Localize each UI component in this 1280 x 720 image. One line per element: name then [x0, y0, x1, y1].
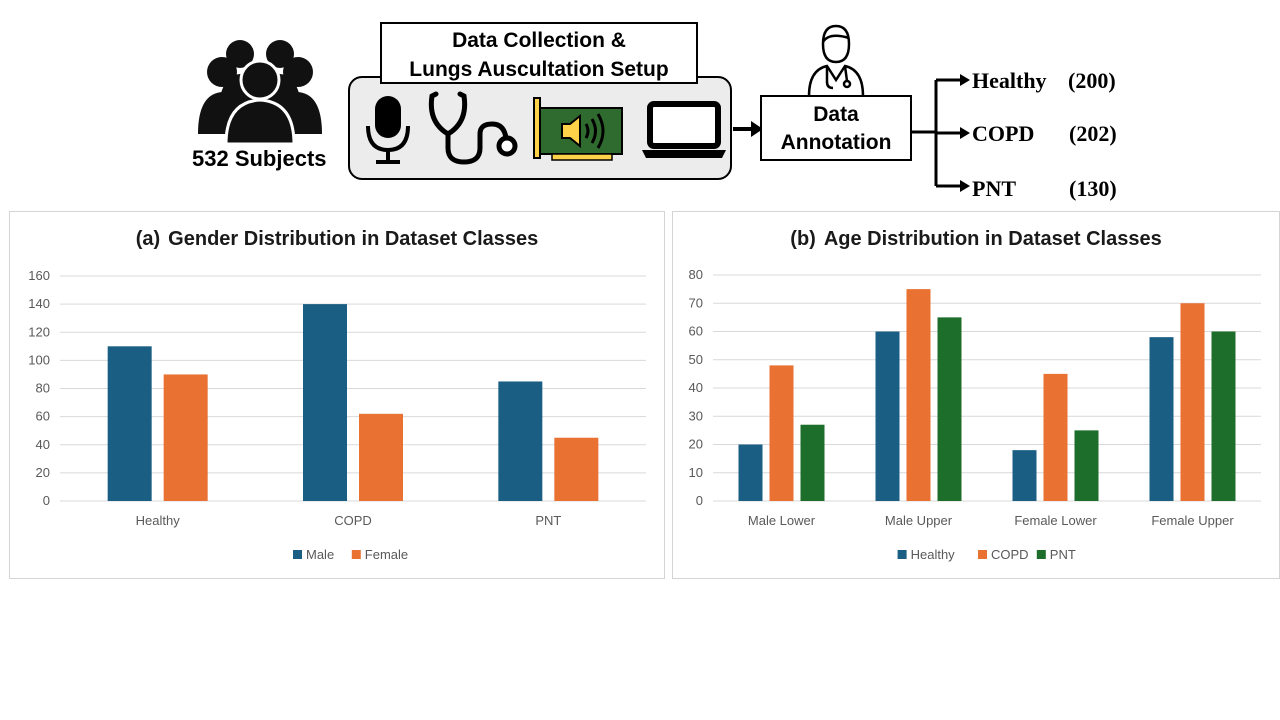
- age-bar: [1012, 450, 1037, 501]
- age-x-tick-label: Male Lower: [748, 513, 816, 528]
- stethoscope-icon: [428, 91, 518, 165]
- age-x-tick-label: Female Lower: [1014, 513, 1097, 528]
- age-legend-label: PNT: [1050, 547, 1076, 562]
- acquisition-setup-box: [348, 76, 732, 180]
- age-bar: [1211, 331, 1236, 501]
- laptop-icon: [642, 101, 726, 158]
- age-legend-label: Healthy: [911, 547, 956, 562]
- class-copd-label: COPD: [972, 121, 1035, 146]
- age-y-tick-label: 80: [689, 267, 703, 282]
- class-healthy-label: Healthy: [972, 68, 1047, 93]
- setup-title-line-2: Lungs Auscultation Setup: [409, 58, 669, 81]
- age-bar: [769, 365, 794, 501]
- age-bar: [1074, 430, 1099, 501]
- age-y-tick-label: 70: [689, 295, 703, 310]
- age-y-tick-label: 60: [689, 324, 703, 339]
- gender-y-tick-label: 20: [36, 465, 50, 480]
- gender-bar: [359, 413, 403, 501]
- gender-bar: [163, 374, 208, 501]
- age-x-tick-label: Female Upper: [1151, 513, 1234, 528]
- gender-chart-panel: (a) Gender Distribution in Dataset Classe…: [9, 211, 665, 579]
- arrow-to-annotation-icon: [733, 121, 763, 137]
- gender-legend-swatch: [351, 550, 361, 559]
- age-chart-svg: 0 10 20 30 40 50 60 70 80 Male Lower Male Upper Fem…: [689, 267, 1261, 562]
- gender-bar: [554, 437, 599, 501]
- gender-legend-label: Female: [365, 547, 408, 562]
- class-pnt-label: PNT: [972, 176, 1016, 201]
- gender-chart-tag: (a): [135, 228, 161, 250]
- age-chart-tag: (b): [790, 228, 816, 250]
- age-y-tick-label: 50: [689, 352, 703, 367]
- age-x-tick-label: Male Upper: [885, 513, 953, 528]
- gender-x-tick-label: Healthy: [136, 513, 181, 528]
- gender-y-tick-label: 0: [43, 493, 50, 508]
- gender-y-tick-label: 80: [36, 381, 50, 396]
- microphone-icon: [366, 96, 410, 164]
- annotation-line-1: Data: [813, 103, 859, 126]
- subjects-count-label: 532 Subjects: [192, 146, 327, 171]
- gender-chart-svg: 0 20 40 60 80 100 120 140 160 Healthy COPD PNT Male F…: [28, 268, 646, 562]
- age-bar: [875, 331, 900, 501]
- age-y-tick-label: 20: [689, 437, 703, 452]
- gender-x-tick-label: COPD: [334, 513, 372, 528]
- doctor-icon: [807, 24, 865, 96]
- sound-card-icon: [533, 97, 623, 161]
- data-annotation-box: Data Annotation: [760, 95, 912, 161]
- gender-y-tick-label: 160: [28, 268, 50, 283]
- age-y-tick-label: 10: [689, 465, 703, 480]
- age-chart-title: (b) Age Distribution in Dataset Classes: [673, 228, 1279, 251]
- gender-chart-title-text: Gender Distribution in Dataset Classes: [168, 228, 539, 250]
- setup-title-box: Data Collection & Lungs Auscultation Set…: [380, 22, 698, 84]
- gender-y-tick-label: 100: [28, 352, 50, 367]
- age-bar: [1180, 303, 1205, 501]
- age-y-tick-label: 30: [689, 408, 703, 423]
- age-legend-swatch: [978, 550, 987, 559]
- age-legend-label: COPD: [991, 547, 1029, 562]
- gender-x-tick-label: PNT: [535, 513, 561, 528]
- gender-y-tick-label: 120: [28, 324, 50, 339]
- gender-y-tick-label: 60: [36, 409, 50, 424]
- age-y-tick-label: 40: [689, 380, 703, 395]
- class-healthy-count: (200): [1068, 68, 1116, 93]
- gender-chart-title: (a) Gender Distribution in Dataset Classe…: [10, 228, 664, 251]
- class-branch-arrows-icon: [912, 74, 970, 192]
- class-copd-count: (202): [1069, 121, 1117, 146]
- gender-bar: [107, 346, 152, 501]
- age-chart-title-text: Age Distribution in Dataset Classes: [823, 228, 1162, 250]
- people-group-icon: [198, 40, 322, 146]
- age-bar: [738, 444, 763, 501]
- age-legend-swatch: [1036, 550, 1046, 559]
- class-pnt-count: (130): [1069, 176, 1117, 201]
- age-y-tick-label: 0: [696, 493, 703, 508]
- age-legend-swatch: [897, 550, 907, 559]
- gender-y-tick-label: 140: [28, 296, 50, 311]
- gender-y-tick-label: 40: [36, 437, 50, 452]
- gender-bar: [498, 381, 543, 501]
- age-bar: [800, 424, 825, 501]
- age-bar: [1149, 337, 1174, 501]
- age-bar: [937, 317, 962, 501]
- gender-legend-label: Male: [306, 547, 334, 562]
- gender-legend-swatch: [293, 550, 302, 559]
- age-bar: [1043, 373, 1068, 501]
- age-bar: [906, 289, 931, 501]
- gender-bar: [303, 304, 347, 501]
- setup-title-line-1: Data Collection &: [452, 29, 626, 52]
- annotation-line-2: Annotation: [780, 131, 892, 154]
- age-chart-panel: (b) Age Distribution in Dataset Classes 0…: [672, 211, 1280, 579]
